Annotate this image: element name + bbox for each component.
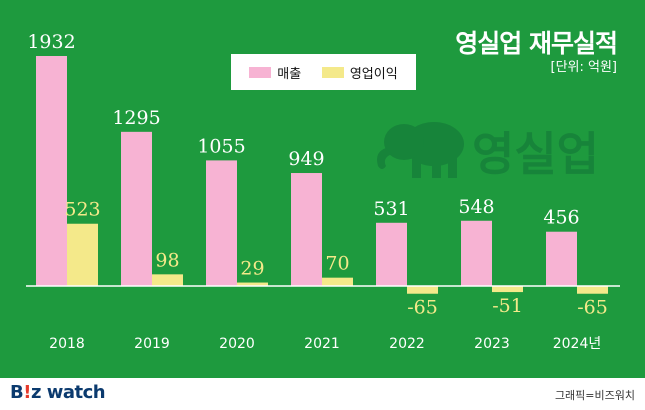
bar-revenue: [291, 173, 322, 286]
x-tick-label: 2023: [474, 336, 510, 352]
x-tick-label: 2019: [134, 336, 170, 352]
data-label-operating_profit: 70: [325, 253, 349, 275]
bar-operating_profit: [152, 274, 183, 286]
bar-operating_profit: [492, 286, 523, 293]
data-label-revenue: 949: [288, 148, 324, 170]
bar-revenue: [121, 131, 152, 286]
bar-revenue: [376, 222, 407, 286]
x-tick-label: 2020: [219, 336, 255, 352]
bar-operating_profit: [407, 286, 438, 294]
x-tick-label: 2022: [389, 336, 425, 352]
data-label-operating_profit: 98: [155, 249, 179, 271]
footer: B!z watch 그래픽=비즈워치: [0, 378, 645, 410]
legend-item-operating-profit: 영업이익: [321, 63, 398, 82]
brand-suffix: z watch: [30, 382, 106, 403]
bar-chart: 1932 523 2018 1295 98 2019 1055 29 2020 949 70 2021…: [26, 31, 620, 352]
chart-title: 영실업 재무실적: [455, 29, 618, 58]
x-tick-label: 2024년: [553, 336, 602, 352]
chart-area: 영실업 1932 523 2018 1295 98 2019 1055 29 2020 949 70…: [26, 29, 620, 352]
legend-item-revenue: 매출: [249, 63, 301, 82]
data-label-revenue: 1055: [197, 135, 245, 157]
elephant-watermark-logo: 영실업: [377, 122, 599, 181]
svg-text:영실업: 영실업: [472, 127, 599, 181]
x-tick-label: 2018: [49, 336, 85, 352]
legend-label-revenue: 매출: [277, 66, 302, 82]
data-label-operating_profit: -65: [407, 297, 438, 319]
data-label-revenue: 1295: [112, 107, 160, 129]
bar-revenue: [546, 231, 577, 286]
bar-revenue: [206, 160, 237, 286]
bar-operating_profit: [322, 277, 353, 286]
legend: 매출 영업이익: [231, 54, 416, 90]
brand-dot: !: [23, 382, 31, 403]
x-tick-label: 2021: [304, 336, 340, 352]
data-label-operating_profit: 523: [64, 199, 100, 221]
unit-label: [단위: 억원]: [550, 60, 618, 75]
bar-operating_profit: [67, 223, 98, 286]
legend-label-operating-profit: 영업이익: [349, 66, 398, 82]
bar-operating_profit: [237, 282, 268, 286]
data-label-operating_profit: 29: [240, 258, 264, 280]
bar-revenue: [36, 56, 67, 286]
data-label-revenue: 531: [373, 198, 409, 220]
graphic-credit: 그래픽=비즈워치: [554, 389, 635, 402]
legend-swatch-operating-profit: [321, 66, 344, 78]
data-label-revenue: 456: [543, 207, 579, 229]
bar-operating_profit: [577, 286, 608, 294]
bar-revenue: [461, 220, 492, 286]
data-label-revenue: 548: [458, 196, 494, 218]
brand-prefix: B: [10, 382, 24, 403]
data-label-operating_profit: -51: [492, 295, 523, 317]
legend-swatch-revenue: [249, 66, 272, 78]
brand-logo: B!z watch: [10, 382, 106, 403]
data-label-operating_profit: -65: [577, 297, 608, 319]
data-label-revenue: 1932: [27, 31, 75, 53]
